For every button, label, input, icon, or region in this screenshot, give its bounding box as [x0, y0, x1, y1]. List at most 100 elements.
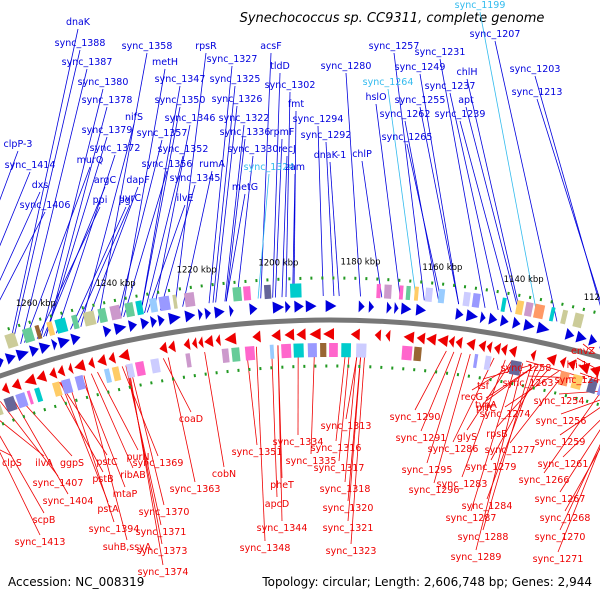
- forward-leader-line: [285, 91, 291, 297]
- forward-feature-block: [124, 302, 136, 318]
- reverse-feature-block: [0, 403, 4, 416]
- reverse-gene-arrow: [403, 331, 415, 344]
- forward-leader-line: [0, 191, 41, 282]
- reverse-feature-block: [307, 343, 317, 358]
- reverse-gene-label: ilvA: [35, 458, 53, 469]
- forward-gene-label: sync_1406: [20, 200, 71, 211]
- forward-feature-block: [183, 292, 196, 308]
- reverse-gene-arrow: [1, 382, 11, 394]
- reverse-leader-line: [97, 371, 139, 451]
- forward-leader-line: [272, 72, 281, 298]
- reverse-leader-line: [83, 375, 128, 541]
- forward-leader-line: [325, 141, 335, 297]
- forward-leader-line: [182, 170, 213, 307]
- reverse-gene-arrow: [374, 329, 382, 342]
- forward-leader-line: [153, 124, 191, 312]
- reverse-gene-arrow: [97, 354, 107, 366]
- reverse-feature-block: [341, 343, 352, 358]
- reverse-gene-arrow: [224, 332, 237, 345]
- reverse-feature-block: [26, 390, 34, 405]
- reverse-gene-label: sync_1274: [480, 409, 531, 420]
- forward-gene-arrow: [184, 310, 196, 323]
- forward-gene-arrow: [38, 342, 51, 354]
- forward-leader-line: [225, 193, 246, 302]
- reverse-gene-arrow: [215, 334, 221, 347]
- reverse-gene-arrow: [88, 356, 96, 369]
- reverse-gene-label: sync_1263: [503, 378, 554, 389]
- reverse-leader-line: [129, 364, 165, 506]
- forward-feature-block: [289, 283, 302, 298]
- forward-feature-block: [158, 295, 171, 312]
- reverse-gene-label: purN: [126, 452, 149, 463]
- forward-leader-line: [274, 138, 283, 298]
- forward-gene-arrow: [294, 300, 304, 313]
- reverse-gene-label: sync_1296: [409, 485, 460, 496]
- forward-leader-line: [393, 52, 425, 301]
- forward-feature-block: [135, 300, 144, 316]
- reverse-leader-line: [559, 429, 600, 493]
- reverse-leader-line: [0, 435, 45, 514]
- forward-gene-label: sync_1302: [265, 80, 316, 91]
- forward-gene-label: sync_1330: [228, 144, 279, 155]
- reverse-gene-label: pstC: [96, 457, 118, 468]
- forward-leader-line: [224, 124, 245, 302]
- forward-leader-line: [281, 155, 288, 298]
- reverse-feature-block: [570, 373, 584, 390]
- kbp-tick-label: 1260 kbp: [16, 299, 56, 309]
- reverse-feature-block: [508, 359, 522, 376]
- reverse-leader-line: [559, 444, 600, 531]
- forward-leader-line: [459, 120, 512, 313]
- forward-gene-arrow: [4, 353, 16, 365]
- forward-gene-label: sync_1387: [62, 57, 113, 68]
- reverse-feature-block: [320, 343, 327, 358]
- forward-leader-line: [293, 110, 297, 297]
- forward-gene-label: sync_1264: [363, 77, 414, 88]
- forward-gene-label: metG: [232, 182, 258, 193]
- reverse-gene-label: sync_1363: [170, 484, 221, 495]
- forward-leader-line: [123, 170, 168, 318]
- reverse-gene-arrow: [159, 341, 168, 354]
- forward-gene-label: sync_1292: [301, 130, 352, 141]
- forward-gene-arrow: [488, 312, 498, 325]
- forward-gene-arrow: [536, 321, 550, 334]
- reverse-gene-label: rpsB: [486, 429, 507, 440]
- reverse-leader-line: [271, 345, 278, 498]
- reverse-gene-arrow: [466, 338, 476, 351]
- reverse-gene-label: sync_1317: [314, 463, 365, 474]
- forward-leader-line: [36, 206, 101, 339]
- reverse-gene-label: sync_1288: [458, 532, 509, 543]
- forward-leader-line: [225, 138, 246, 302]
- reverse-leader-line: [420, 351, 455, 432]
- reverse-leader-line: [127, 364, 164, 566]
- forward-feature-block: [54, 317, 69, 334]
- reverse-gene-label: envZ: [571, 346, 595, 357]
- forward-gene-arrow: [386, 301, 392, 314]
- forward-gene-arrow: [512, 316, 521, 329]
- forward-leader-line: [45, 136, 108, 337]
- forward-gene-arrow: [564, 328, 575, 340]
- forward-gene-label: dxs: [32, 180, 49, 191]
- forward-feature-block: [242, 286, 252, 301]
- reverse-leader-line: [452, 357, 495, 443]
- reverse-feature-block: [15, 392, 29, 409]
- forward-gene-arrow: [249, 303, 258, 316]
- forward-leader-line: [75, 204, 131, 329]
- forward-gene-arrow: [15, 349, 29, 362]
- reverse-leader-line: [496, 368, 550, 428]
- outer-dotted-ring: [0, 276, 600, 334]
- forward-gene-arrow: [479, 311, 486, 324]
- accession-text: Accession: NC_008319: [8, 575, 144, 589]
- reverse-gene-label: recG: [461, 392, 483, 403]
- reverse-feature-block: [586, 378, 599, 394]
- forward-gene-label: sync_1347: [155, 74, 206, 85]
- forward-leader-line: [85, 186, 139, 326]
- forward-gene-arrow: [214, 306, 225, 319]
- forward-gene-arrow: [415, 303, 426, 316]
- forward-leader-line: [419, 106, 460, 305]
- forward-gene-arrow: [149, 316, 157, 328]
- forward-leader-line: [329, 161, 340, 297]
- forward-feature-block: [500, 297, 507, 312]
- forward-feature-block: [560, 309, 569, 325]
- reverse-gene-arrow: [530, 349, 537, 362]
- reverse-gene-arrow: [118, 348, 131, 361]
